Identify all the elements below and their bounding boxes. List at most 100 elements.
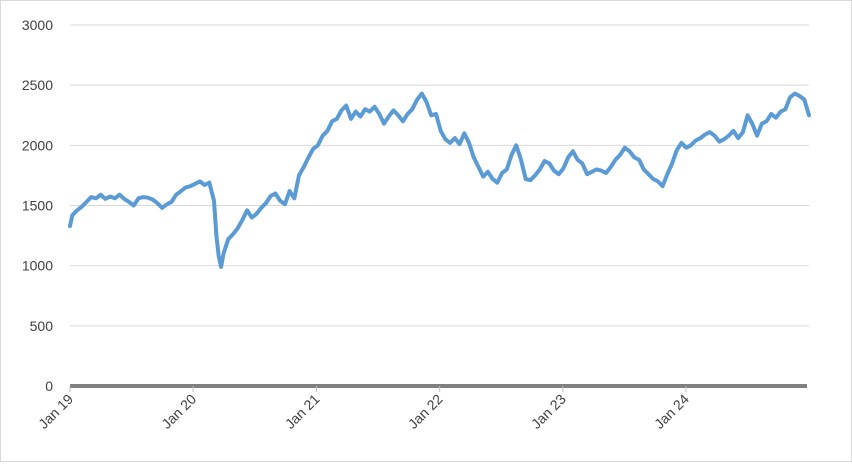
data-point	[506, 168, 508, 171]
x-axis-tick-labels: Jan 19 Jan 20 Jan 21 Jan 22 Jan 23 Jan 24	[35, 391, 692, 432]
data-point	[779, 110, 782, 113]
data-point	[699, 137, 702, 139]
data-point	[189, 185, 192, 187]
data-point	[220, 266, 222, 268]
data-point	[373, 106, 376, 108]
data-point	[510, 154, 513, 156]
data-point	[572, 150, 574, 153]
data-point	[123, 198, 126, 200]
x-tick-label: Jan 20	[158, 391, 199, 432]
data-point	[85, 201, 88, 203]
data-point	[756, 134, 758, 137]
data-point	[208, 181, 211, 184]
data-point	[109, 195, 111, 198]
data-point	[251, 216, 253, 219]
data-point	[184, 186, 187, 189]
data-point	[345, 104, 348, 107]
data-point	[236, 227, 239, 230]
data-point	[194, 183, 196, 185]
y-tick-label: 0	[45, 378, 53, 394]
data-point	[619, 154, 621, 156]
data-point	[227, 238, 229, 240]
series-line	[68, 91, 811, 269]
data-point	[808, 114, 810, 117]
data-point	[69, 225, 71, 227]
data-point	[180, 190, 182, 192]
data-point	[742, 131, 744, 133]
data-point	[161, 207, 163, 209]
data-point	[770, 113, 772, 115]
data-point	[222, 252, 225, 255]
data-point	[298, 174, 300, 177]
data-point	[709, 131, 711, 133]
data-point	[746, 114, 749, 117]
data-point	[723, 138, 725, 141]
data-point	[336, 118, 338, 120]
data-point	[354, 110, 357, 113]
data-point	[534, 174, 536, 177]
data-point	[90, 196, 92, 198]
data-point	[775, 116, 777, 119]
data-point	[430, 114, 433, 117]
x-tick-label: Jan 21	[282, 391, 323, 432]
data-point	[633, 156, 636, 159]
data-point	[95, 197, 97, 200]
data-point	[421, 92, 423, 95]
x-tick-label: Jan 19	[35, 391, 76, 432]
data-point	[562, 167, 565, 169]
data-point	[491, 178, 494, 180]
data-point	[557, 173, 560, 175]
data-point	[751, 122, 754, 125]
data-point	[118, 193, 121, 196]
data-point	[666, 173, 669, 175]
data-point	[397, 114, 400, 117]
data-point	[690, 144, 692, 147]
data-point	[142, 196, 144, 198]
data-point	[293, 197, 296, 200]
data-point	[520, 159, 522, 161]
gridlines	[70, 24, 809, 327]
data-point	[789, 96, 791, 98]
data-point	[302, 166, 305, 168]
data-point	[642, 168, 645, 171]
data-point	[761, 122, 763, 125]
data-point	[576, 159, 579, 161]
data-point	[392, 109, 395, 112]
data-point	[288, 190, 291, 192]
data-point	[114, 197, 116, 200]
data-point	[468, 142, 470, 144]
data-point	[326, 130, 329, 132]
data-point	[265, 202, 267, 204]
data-point	[515, 144, 517, 147]
data-point	[246, 209, 248, 212]
data-point	[99, 193, 102, 196]
data-point	[175, 193, 177, 196]
data-point	[647, 173, 650, 175]
x-axis	[69, 384, 807, 392]
data-point	[624, 146, 626, 149]
data-point	[215, 234, 218, 237]
data-point	[232, 233, 234, 236]
data-point	[472, 156, 475, 159]
data-point	[567, 156, 569, 159]
data-point	[340, 109, 343, 112]
data-point	[449, 142, 451, 144]
data-point	[586, 173, 588, 175]
data-point	[784, 108, 787, 110]
y-tick-label: 3000	[22, 17, 53, 33]
data-point	[241, 219, 244, 221]
data-point	[359, 115, 362, 118]
data-point	[81, 205, 83, 208]
data-point	[378, 113, 381, 115]
data-point	[444, 138, 447, 141]
data-point	[737, 137, 739, 139]
plot-series	[68, 91, 811, 269]
data-point	[694, 139, 697, 142]
data-point	[600, 169, 602, 172]
x-tick-label: Jan 24	[651, 391, 692, 432]
data-point	[798, 95, 801, 97]
data-point	[104, 198, 107, 200]
data-point	[331, 120, 333, 123]
data-point	[425, 101, 428, 103]
